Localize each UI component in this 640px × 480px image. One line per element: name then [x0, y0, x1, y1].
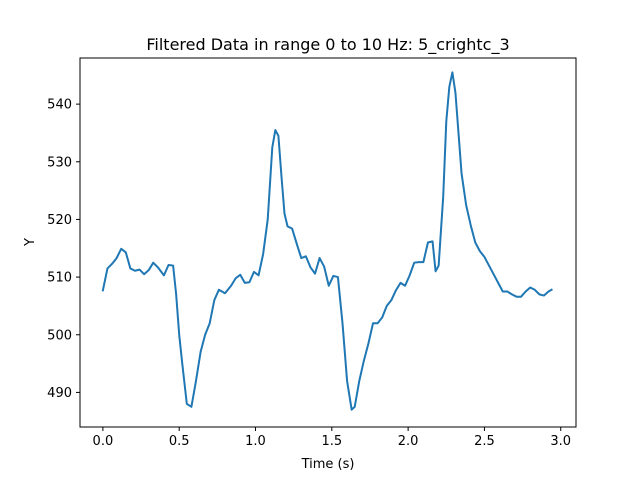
chart-title: Filtered Data in range 0 to 10 Hz: 5_cri… — [146, 35, 509, 55]
y-axis-label: Y — [23, 238, 38, 247]
y-tick-label: 490 — [47, 386, 72, 401]
x-axis-label: Time (s) — [301, 457, 355, 472]
x-axis: 0.0 0.5 1.0 1.5 2.0 2.5 3.0 — [93, 427, 571, 449]
x-tick-label: 2.0 — [398, 434, 419, 449]
y-tick-label: 510 — [47, 271, 72, 286]
x-tick-label: 3.0 — [550, 434, 571, 449]
y-tick-label: 520 — [47, 213, 72, 228]
y-tick-label: 540 — [47, 98, 72, 113]
x-tick-label: 0.0 — [93, 434, 114, 449]
y-tick-label: 530 — [47, 155, 72, 170]
x-tick-label: 1.0 — [245, 434, 266, 449]
y-tick-label: 500 — [47, 328, 72, 343]
y-axis: 490 500 510 520 530 540 — [47, 98, 80, 401]
x-tick-label: 1.5 — [321, 434, 342, 449]
series-line-0 — [101, 71, 553, 411]
plot-area — [79, 57, 577, 428]
x-tick-label: 2.5 — [474, 434, 495, 449]
axes-frame — [79, 57, 577, 428]
x-tick-label: 0.5 — [169, 434, 190, 449]
